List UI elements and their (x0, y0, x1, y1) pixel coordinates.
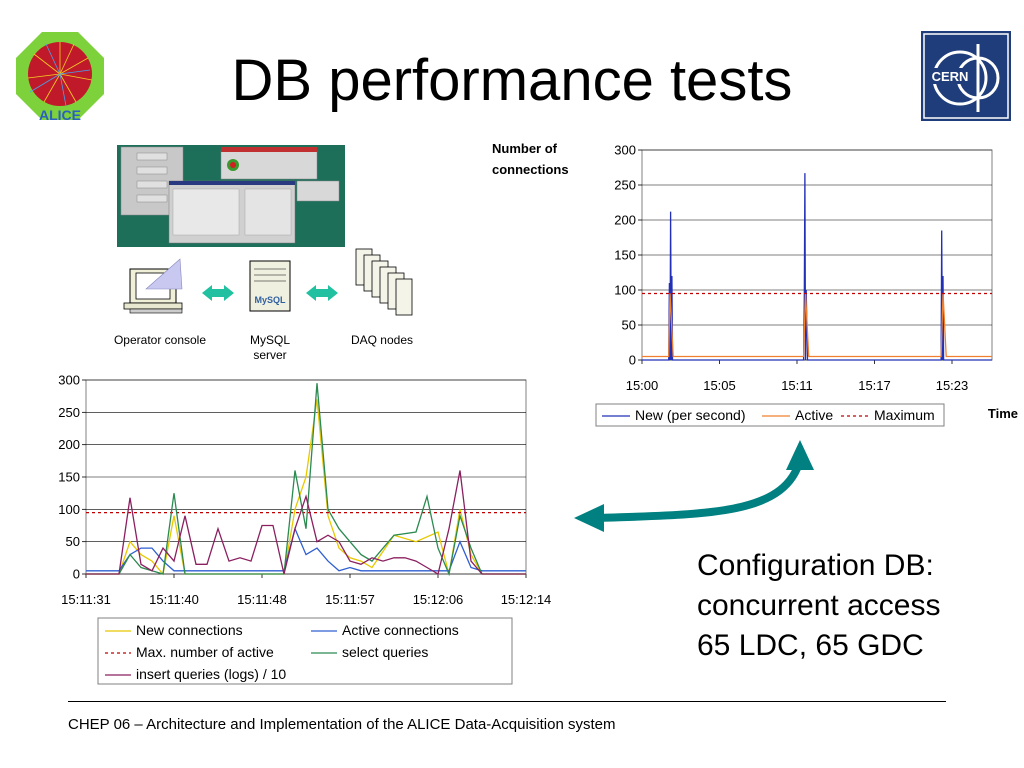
daq-nodes-label: DAQ nodes (350, 333, 414, 347)
y-tick-label: 200 (614, 213, 636, 228)
cern-logo-text: CERN (932, 69, 969, 84)
legend-label: insert queries (logs) / 10 (136, 666, 286, 682)
x-tick-label: 15:12:14 (501, 592, 552, 607)
y-tick-label: 300 (58, 373, 80, 388)
series-line-4 (86, 383, 526, 577)
alice-logo-text: ALICE (39, 107, 81, 122)
legend-label: Active (795, 407, 833, 423)
y-tick-label: 150 (58, 470, 80, 485)
y-tick-label: 50 (66, 534, 80, 549)
computer-icon (123, 258, 183, 314)
config-text-line-2: concurrent access (697, 589, 941, 622)
legend-label: New connections (136, 622, 243, 638)
y-tick-label: 250 (614, 178, 636, 193)
footer-divider (68, 701, 946, 702)
x-tick-label: 15:11:31 (61, 592, 111, 607)
x-tick-label: 15:11 (781, 378, 813, 393)
series-line-1 (86, 399, 526, 576)
y-tick-label: 300 (614, 143, 636, 158)
y-tick-label: 50 (622, 318, 636, 333)
daq-nodes-icon (355, 248, 413, 316)
y-tick-label: 200 (58, 437, 80, 452)
architecture-diagram: MySQL (123, 248, 413, 316)
left-double-arrow-icon (202, 285, 234, 301)
x-tick-label: 15:17 (858, 378, 891, 393)
y-tick-label: 250 (58, 405, 80, 420)
top-chart-xlabel: Time (988, 406, 1018, 421)
top-chart-ylabel-line-2: connections (492, 162, 569, 177)
footer-text: CHEP 06 – Architecture and Implementatio… (68, 716, 616, 733)
svg-text:MySQL: MySQL (254, 295, 286, 305)
x-tick-label: 15:11:57 (325, 592, 375, 607)
legend-label: Max. number of active (136, 644, 274, 660)
y-tick-label: 0 (629, 353, 636, 368)
top-chart-ylabel-line-1: Number of (492, 141, 558, 156)
legend-label: Active connections (342, 622, 459, 638)
x-tick-label: 15:11:40 (149, 592, 199, 607)
query-load-chart: 0 50 100 150 200 250 300 15:11:31 15:11:40 15:11:… (58, 373, 552, 685)
series-line-2 (642, 293, 992, 358)
y-tick-label: 0 (73, 567, 80, 582)
curved-double-arrow-icon (574, 440, 814, 532)
config-text-line-1: Configuration DB: (697, 549, 934, 582)
legend-label: Maximum (874, 407, 935, 423)
mysql-label-line-2: server (253, 348, 287, 362)
y-tick-label: 100 (614, 283, 636, 298)
config-text-line-3: 65 LDC, 65 GDC (697, 629, 924, 662)
x-tick-label: 15:23 (936, 378, 969, 393)
connections-over-time-chart: Number of connections Time 0 50 100 150 200 2… (492, 141, 1018, 427)
x-tick-label: 15:11:48 (237, 592, 287, 607)
right-double-arrow-icon (306, 285, 338, 301)
x-tick-label: 15:05 (703, 378, 736, 393)
x-tick-label: 15:00 (626, 378, 659, 393)
operator-console-label: Operator console (113, 333, 207, 347)
legend-label: New (per second) (635, 407, 746, 423)
x-tick-label: 15:12:06 (413, 592, 464, 607)
gui-screenshot-image (117, 145, 345, 247)
alice-logo-icon: ALICE (16, 32, 104, 122)
legend-box (595, 403, 945, 427)
mysql-server-label: MySQL server (235, 333, 305, 363)
legend-box (97, 617, 513, 685)
y-tick-label: 100 (58, 502, 80, 517)
y-tick-label: 150 (614, 248, 636, 263)
page-title: DB performance tests (231, 48, 793, 113)
server-icon: MySQL (249, 260, 291, 312)
cern-logo-icon: CERN (921, 31, 1011, 121)
legend-label: select queries (342, 644, 428, 660)
series-line-5 (86, 470, 526, 576)
mysql-label-line-1: MySQL (249, 333, 290, 347)
